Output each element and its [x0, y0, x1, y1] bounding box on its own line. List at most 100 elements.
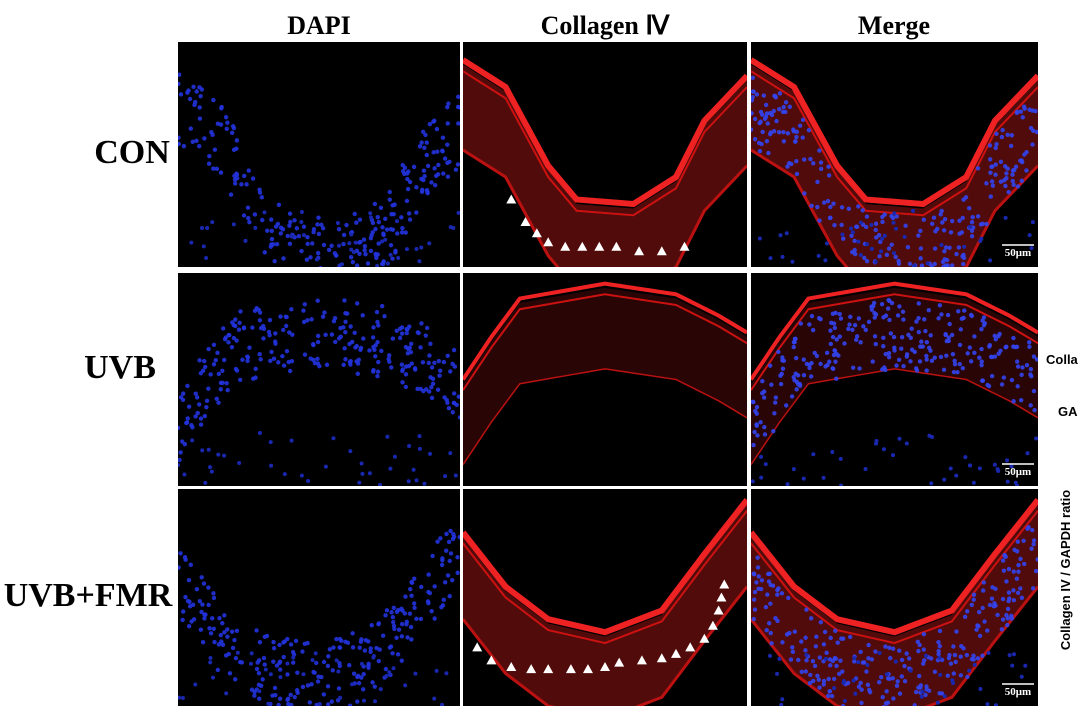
nucleus [972, 662, 977, 667]
nucleus [789, 394, 795, 399]
nucleus [269, 349, 274, 355]
nucleus [403, 683, 408, 688]
nucleus [301, 233, 306, 238]
nucleus [814, 353, 820, 359]
nucleus [751, 616, 757, 622]
nucleus [967, 463, 972, 468]
nucleus [817, 218, 822, 223]
nucleus [419, 245, 424, 250]
nucleus [852, 238, 857, 244]
nucleus [781, 139, 787, 144]
nucleus [1035, 557, 1038, 562]
nucleus [198, 416, 204, 421]
nucleus [791, 340, 797, 345]
nucleus [187, 96, 193, 102]
nucleus [259, 195, 265, 200]
nucleus [197, 143, 202, 149]
nucleus [908, 359, 913, 364]
nucleus [1007, 653, 1012, 658]
nucleus [285, 661, 290, 666]
nucleus [361, 237, 367, 242]
nucleus [294, 226, 300, 231]
nucleus [299, 219, 304, 224]
nucleus [320, 226, 326, 231]
nucleus [1011, 399, 1016, 404]
nucleus [411, 164, 417, 170]
nucleus [215, 667, 221, 673]
nucleus [918, 683, 924, 688]
nucleus [431, 119, 436, 124]
scale-bar-label: 50μm [1005, 466, 1031, 478]
nucleus [853, 691, 858, 696]
nucleus [325, 663, 331, 669]
nucleus [194, 395, 200, 400]
nucleus [313, 651, 318, 656]
nucleus [186, 577, 192, 583]
nucleus [808, 672, 813, 678]
nucleus [441, 359, 447, 365]
nucleus [370, 680, 375, 685]
nucleus [766, 621, 772, 626]
nucleus [1009, 133, 1015, 138]
nucleus [301, 308, 306, 313]
nucleus [316, 215, 321, 220]
nucleus [881, 447, 886, 452]
nucleus [751, 111, 754, 116]
nucleus [761, 395, 767, 400]
nucleus [958, 654, 963, 659]
column-header: Merge [858, 11, 930, 40]
nucleus [886, 350, 892, 356]
nucleus [999, 382, 1005, 387]
nucleus [830, 334, 836, 340]
nucleus [375, 374, 380, 379]
nucleus [895, 313, 901, 318]
nucleus [288, 219, 293, 225]
nucleus [321, 705, 323, 706]
nucleus [914, 319, 919, 324]
nucleus [780, 366, 786, 371]
nucleus [444, 548, 449, 553]
nucleus [821, 682, 826, 687]
nucleus [178, 565, 181, 570]
nucleus [873, 341, 878, 347]
nucleus [210, 675, 215, 680]
nucleus [959, 230, 965, 235]
nucleus [357, 645, 362, 650]
nucleus [447, 558, 452, 564]
nucleus [985, 382, 990, 388]
nucleus [292, 694, 297, 700]
nucleus [971, 597, 976, 602]
nucleus [241, 213, 247, 218]
nucleus [391, 619, 396, 625]
nucleus [803, 669, 808, 674]
nucleus [450, 536, 456, 542]
nucleus [185, 383, 190, 389]
nucleus [274, 663, 280, 668]
nucleus [945, 673, 950, 678]
nucleus [780, 640, 785, 645]
nucleus [837, 334, 842, 339]
nucleus [453, 473, 458, 478]
nucleus [236, 327, 242, 332]
nucleus [339, 638, 344, 643]
nucleus [376, 323, 381, 328]
basement-membrane [463, 585, 747, 706]
nucleus [752, 589, 758, 595]
nucleus [1000, 617, 1006, 622]
nucleus [1031, 541, 1036, 547]
nucleus [963, 455, 968, 460]
nucleus [271, 639, 276, 645]
nucleus [185, 90, 190, 95]
nucleus [832, 686, 837, 691]
nucleus [183, 557, 188, 562]
nucleus [419, 189, 425, 195]
nucleus [331, 645, 336, 650]
nucleus [412, 367, 418, 372]
nucleus [892, 348, 897, 353]
nucleus [292, 218, 297, 223]
nucleus [794, 134, 799, 140]
nucleus [937, 628, 943, 634]
nucleus [213, 358, 218, 363]
collagen-band [751, 510, 1038, 645]
nucleus [314, 257, 319, 262]
